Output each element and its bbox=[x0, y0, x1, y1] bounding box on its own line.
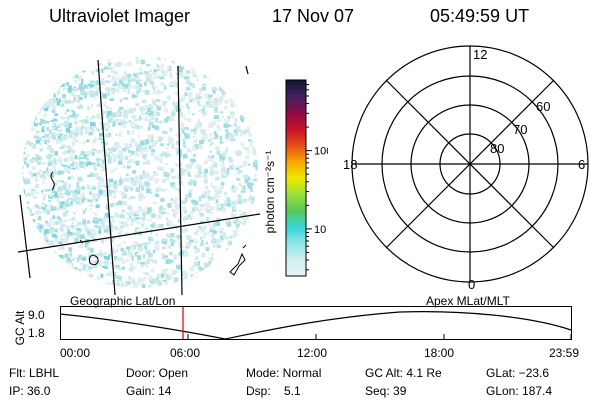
status-filter: Flt: LBHL bbox=[9, 366, 60, 380]
colorbar-ticks: 100 10 bbox=[306, 84, 328, 271]
geographic-latlon-label: Geographic Lat/Lon bbox=[70, 294, 176, 308]
x-tick-2359: 23:59 bbox=[549, 346, 580, 360]
colorbar-tick-label: 100 bbox=[314, 146, 328, 158]
status-gain: Gain: 14 bbox=[126, 384, 172, 398]
time-label: 05:49:59 UT bbox=[430, 6, 530, 26]
lat-label-80: 80 bbox=[490, 141, 504, 156]
x-tick-0000: 00:00 bbox=[60, 346, 91, 360]
status-door: Door: Open bbox=[126, 366, 189, 380]
colorbar-unit-label: photon cm⁻²s⁻¹ bbox=[263, 150, 277, 234]
status-seq: Seq: 39 bbox=[365, 384, 407, 398]
status-glon: GLon: 187.4 bbox=[486, 384, 553, 398]
mlt-label-6: 6 bbox=[578, 157, 585, 172]
colorbar-tick-label: 10 bbox=[314, 224, 326, 236]
gc-alt-axis-label: GC Alt bbox=[13, 310, 27, 346]
uv-image bbox=[17, 56, 260, 295]
uv-emission-map bbox=[22, 56, 258, 288]
x-axis-ticks bbox=[60, 334, 572, 340]
date-label: 17 Nov 07 bbox=[272, 6, 355, 26]
y-tick-9: 9.0 bbox=[28, 308, 45, 322]
status-ip: IP: 36.0 bbox=[9, 384, 51, 398]
y-tick-1-8: 1.8 bbox=[28, 326, 45, 340]
altitude-plot bbox=[60, 306, 572, 340]
x-tick-1800: 18:00 bbox=[424, 346, 455, 360]
x-tick-1200: 12:00 bbox=[297, 346, 328, 360]
altitude-curve bbox=[60, 311, 572, 340]
x-tick-0600: 06:00 bbox=[170, 346, 201, 360]
lat-label-60: 60 bbox=[536, 99, 550, 114]
coastline-outlines bbox=[50, 171, 247, 276]
polar-grid: 12 18 6 0 60 70 80 bbox=[343, 45, 589, 292]
status-mode: Mode: Normal bbox=[246, 366, 322, 380]
status-glat: GLat: −23.6 bbox=[486, 366, 550, 380]
instrument-title: Ultraviolet Imager bbox=[49, 6, 191, 26]
mlt-label-12: 12 bbox=[473, 47, 487, 62]
mlt-label-18: 18 bbox=[343, 157, 357, 172]
mlt-label-0: 0 bbox=[468, 277, 475, 292]
colorbar-gradient bbox=[285, 79, 307, 277]
status-dsp: Dsp: 5.1 bbox=[246, 384, 301, 398]
lat-label-70: 70 bbox=[513, 122, 527, 137]
geographic-grid-lines bbox=[17, 59, 260, 295]
polar-diagonal-2 bbox=[385, 79, 555, 249]
status-gc-alt: GC Alt: 4.1 Re bbox=[365, 366, 442, 380]
apex-mlat-mlt-label: Apex MLat/MLT bbox=[426, 294, 510, 308]
colorbar: 100 10 bbox=[285, 79, 328, 277]
